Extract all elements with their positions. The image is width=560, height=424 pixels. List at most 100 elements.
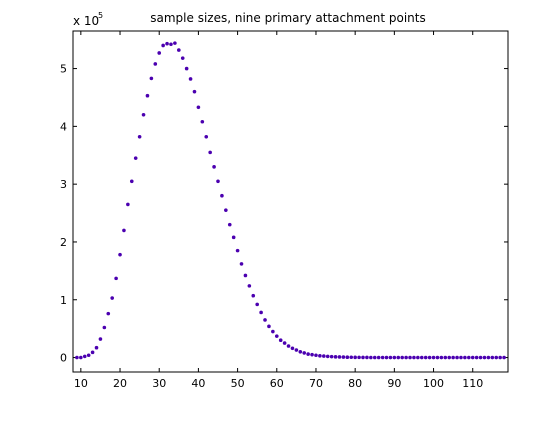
- x-tick-label: 100: [423, 377, 444, 390]
- data-point: [212, 165, 216, 169]
- data-point: [463, 355, 467, 360]
- data-point: [494, 355, 499, 360]
- data-point: [235, 248, 240, 253]
- data-point: [255, 302, 259, 307]
- plot-area-frame: [72, 30, 509, 373]
- data-point: [302, 351, 307, 355]
- data-point: [161, 43, 165, 48]
- data-point: [329, 354, 334, 359]
- data-point: [298, 349, 303, 354]
- x-tick-label: 70: [309, 377, 323, 390]
- data-point: [474, 355, 479, 360]
- data-point: [333, 355, 338, 359]
- x-tick-label: 30: [152, 377, 166, 390]
- x-tick-label: 10: [74, 377, 88, 390]
- data-point: [122, 228, 126, 233]
- data-point: [416, 355, 420, 360]
- data-point: [278, 338, 283, 343]
- data-point: [318, 354, 322, 358]
- y-tick-label: 5: [60, 63, 67, 76]
- data-point: [490, 355, 495, 360]
- data-point: [243, 273, 248, 278]
- data-point: [306, 352, 310, 356]
- data-point: [141, 113, 146, 117]
- data-point: [118, 252, 122, 257]
- data-point: [224, 208, 228, 212]
- data-point: [251, 293, 256, 298]
- x-tick-label: 110: [462, 377, 483, 390]
- y-tick-label: 0: [60, 352, 67, 365]
- data-point: [310, 352, 314, 357]
- data-points: [75, 41, 506, 360]
- data-point: [408, 355, 412, 360]
- data-point: [271, 329, 275, 334]
- data-point: [90, 350, 95, 355]
- data-point: [439, 355, 444, 360]
- data-point: [322, 354, 326, 358]
- y-tick-label: 1: [60, 294, 67, 307]
- data-point: [400, 355, 404, 360]
- data-point: [357, 355, 361, 360]
- data-point: [133, 156, 138, 160]
- chart-title: sample sizes, nine primary attachment po…: [150, 11, 425, 25]
- data-point: [314, 353, 318, 358]
- data-point: [353, 355, 357, 360]
- data-point: [126, 202, 130, 207]
- data-point: [388, 355, 393, 360]
- data-point: [419, 355, 424, 360]
- data-point: [294, 348, 299, 352]
- data-point: [482, 355, 487, 360]
- data-point: [502, 355, 506, 360]
- data-point: [345, 355, 350, 360]
- data-point: [188, 77, 193, 81]
- x-tick-label: 40: [191, 377, 205, 390]
- data-point: [498, 355, 502, 360]
- data-point: [216, 179, 220, 184]
- data-point: [431, 355, 436, 360]
- data-point: [75, 355, 79, 360]
- y-tick-label: 4: [60, 120, 67, 133]
- data-point: [372, 355, 377, 360]
- data-point: [82, 354, 87, 359]
- x-tick-label: 50: [231, 377, 245, 390]
- data-point: [447, 355, 452, 360]
- data-point: [427, 355, 432, 360]
- data-point: [106, 311, 111, 316]
- data-point: [435, 355, 440, 360]
- data-point: [263, 318, 267, 322]
- x-tick-label: 60: [270, 377, 284, 390]
- data-point: [157, 51, 162, 55]
- data-point: [392, 355, 397, 360]
- data-point: [204, 134, 209, 139]
- data-point: [486, 355, 491, 360]
- data-point: [478, 355, 483, 360]
- data-point: [412, 355, 416, 360]
- y-tick-label: 3: [60, 178, 67, 191]
- data-point: [192, 89, 197, 94]
- data-point: [149, 76, 154, 81]
- y-tick-label: 2: [60, 236, 67, 249]
- data-point: [423, 355, 428, 360]
- data-point: [137, 134, 142, 139]
- data-point: [376, 355, 381, 360]
- data-point: [337, 355, 342, 359]
- data-point: [274, 334, 279, 338]
- data-point: [129, 179, 134, 184]
- data-point: [180, 56, 185, 60]
- data-point: [361, 355, 365, 360]
- data-point: [404, 355, 408, 360]
- x-tick-label: 80: [348, 377, 362, 390]
- data-point: [470, 355, 475, 360]
- data-point: [396, 355, 401, 360]
- data-point: [290, 346, 295, 351]
- data-point: [227, 222, 232, 227]
- data-point: [173, 41, 177, 45]
- data-point: [86, 353, 91, 358]
- data-point: [220, 193, 224, 198]
- data-point: [349, 355, 354, 360]
- x-tick-label: 90: [387, 377, 401, 390]
- data-point: [110, 296, 114, 300]
- data-point: [169, 42, 173, 47]
